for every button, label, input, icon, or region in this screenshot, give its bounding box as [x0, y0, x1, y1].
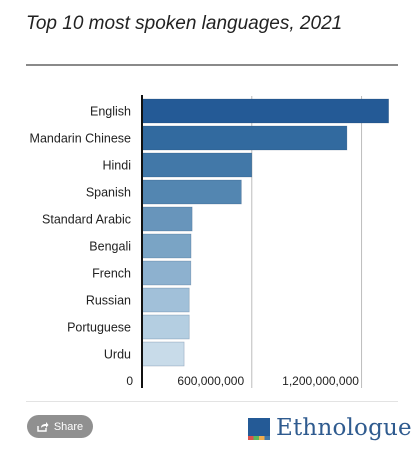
- logo-mark-stripe-1: [248, 435, 254, 440]
- brand-name: Ethnologue: [276, 415, 412, 441]
- chart-title: Top 10 most spoken languages, 2021: [26, 13, 343, 34]
- logo-mark-square: [248, 417, 270, 440]
- category-label: Mandarin Chinese: [30, 132, 131, 146]
- category-label: Spanish: [86, 186, 131, 200]
- logo-mark-stripe-4: [264, 435, 270, 440]
- category-label: Hindi: [103, 159, 132, 173]
- footer-divider: [26, 401, 398, 402]
- bar-portuguese: [141, 314, 190, 340]
- share-button[interactable]: Share: [27, 415, 93, 438]
- share-label: Share: [53, 420, 84, 433]
- share-icon: [37, 422, 49, 432]
- category-label: Russian: [86, 294, 131, 308]
- bar-urdu: [141, 341, 185, 367]
- bar-russian: [141, 287, 190, 313]
- bar-english: [141, 98, 389, 124]
- x-tick-label: 0: [126, 374, 133, 388]
- category-label: Bengali: [89, 240, 131, 254]
- bar-hindi: [141, 152, 253, 178]
- bar-mandarin-chinese: [141, 125, 348, 151]
- ethnologue-logo[interactable]: Ethnologue: [248, 417, 412, 440]
- x-tick-label: 1,200,000,000: [282, 374, 359, 388]
- title-divider: [26, 64, 398, 66]
- logo-mark-stripe-2: [253, 435, 259, 440]
- category-label: Urdu: [104, 348, 131, 362]
- bar-standard-arabic: [141, 206, 193, 232]
- bar-bengali: [141, 233, 192, 259]
- logo-mark-stripe-3: [259, 435, 265, 440]
- x-tick-label: 600,000,000: [177, 374, 244, 388]
- category-label: Portuguese: [67, 321, 131, 335]
- bar-french: [141, 260, 192, 286]
- category-label: Standard Arabic: [42, 213, 131, 227]
- bar-spanish: [141, 179, 242, 205]
- category-label: French: [92, 267, 131, 281]
- ethnologue-logo-mark-icon: [248, 417, 270, 440]
- bar-chart: English Mandarin Chinese Hindi Spanish Stand…: [30, 95, 389, 388]
- category-label: English: [90, 105, 131, 119]
